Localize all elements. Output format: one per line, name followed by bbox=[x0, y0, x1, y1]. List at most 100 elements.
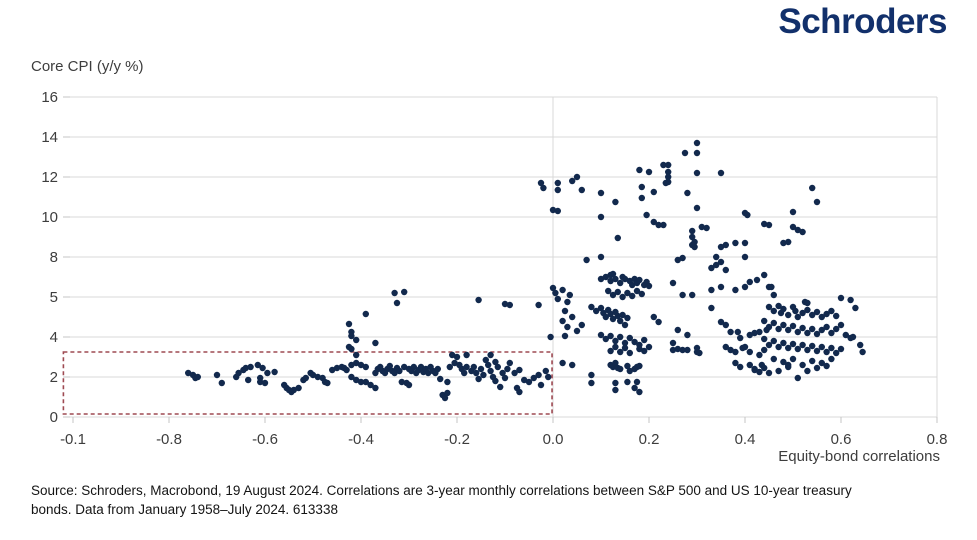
data-point bbox=[636, 388, 643, 396]
data-point bbox=[696, 349, 703, 357]
data-point bbox=[441, 394, 449, 402]
source-line-1: Source: Schroders, Macrobond, 19 August … bbox=[31, 483, 852, 498]
data-point bbox=[607, 332, 614, 340]
data-point bbox=[770, 307, 777, 315]
y-tick-label: 2 bbox=[50, 369, 58, 386]
data-point bbox=[655, 221, 662, 229]
data-point bbox=[619, 293, 626, 301]
data-point bbox=[573, 327, 581, 335]
data-point bbox=[343, 366, 350, 374]
data-point bbox=[629, 292, 636, 300]
data-point bbox=[609, 315, 617, 323]
data-point bbox=[602, 313, 609, 321]
data-point bbox=[727, 328, 734, 336]
data-point bbox=[372, 339, 379, 347]
data-point bbox=[684, 331, 691, 339]
data-point bbox=[473, 369, 480, 377]
data-point bbox=[324, 379, 331, 387]
data-point bbox=[636, 166, 643, 174]
data-point bbox=[348, 373, 355, 381]
data-point bbox=[444, 378, 451, 386]
data-point bbox=[621, 339, 629, 347]
data-point bbox=[761, 220, 768, 228]
scatter-plot: 0 2 4 5 8 10 12 14 16 -0.1 -0.8 -0.6 -0.4 -0.2 0.0 0.2 0… bbox=[41, 89, 947, 448]
data-point bbox=[761, 364, 768, 372]
data-point bbox=[597, 253, 605, 261]
data-point bbox=[804, 306, 811, 314]
data-point bbox=[761, 271, 768, 279]
data-point bbox=[799, 361, 806, 369]
data-point bbox=[722, 321, 729, 329]
data-point bbox=[353, 359, 360, 367]
data-point bbox=[665, 168, 672, 176]
data-point bbox=[713, 261, 720, 269]
schroders-logo: Schroders bbox=[778, 2, 947, 41]
data-point bbox=[602, 335, 609, 343]
data-point bbox=[770, 355, 777, 363]
data-point bbox=[437, 375, 444, 383]
data-point bbox=[775, 367, 782, 375]
data-point bbox=[833, 349, 840, 357]
data-point bbox=[818, 326, 825, 334]
data-point bbox=[578, 321, 585, 329]
data-point bbox=[732, 359, 739, 367]
data-point bbox=[405, 381, 413, 389]
data-point bbox=[775, 343, 782, 351]
data-point bbox=[242, 364, 249, 372]
data-point bbox=[765, 369, 773, 377]
data-point bbox=[554, 179, 561, 187]
data-point bbox=[857, 341, 864, 349]
data-point bbox=[516, 388, 523, 396]
data-point bbox=[741, 253, 749, 261]
data-point bbox=[751, 329, 758, 337]
data-point bbox=[261, 379, 269, 387]
data-point bbox=[353, 336, 360, 344]
data-point bbox=[605, 287, 612, 295]
x-tick-label: 0.4 bbox=[735, 431, 756, 448]
data-point bbox=[425, 369, 432, 377]
data-point bbox=[482, 356, 489, 364]
highlight-box bbox=[62, 351, 553, 415]
x-tick-label: -0.8 bbox=[156, 431, 182, 448]
data-point bbox=[617, 279, 624, 287]
data-point bbox=[624, 314, 631, 322]
x-tick-label: 0.6 bbox=[831, 431, 852, 448]
data-point bbox=[744, 211, 751, 219]
data-point bbox=[535, 301, 542, 309]
data-point bbox=[775, 325, 782, 333]
data-point bbox=[573, 173, 581, 181]
data-point bbox=[669, 339, 677, 347]
data-point bbox=[703, 224, 710, 232]
data-point bbox=[789, 208, 797, 216]
data-point bbox=[485, 361, 492, 369]
x-axis-title: Equity-bond correlations bbox=[778, 448, 940, 465]
x-tick-label: -0.4 bbox=[348, 431, 374, 448]
data-point bbox=[809, 342, 816, 350]
data-point bbox=[717, 318, 725, 326]
data-point bbox=[770, 319, 777, 327]
data-point bbox=[367, 381, 374, 389]
data-point bbox=[542, 367, 549, 375]
data-point bbox=[511, 369, 518, 377]
data-point bbox=[545, 373, 552, 381]
data-point bbox=[780, 358, 787, 366]
data-point bbox=[446, 363, 453, 371]
data-point bbox=[612, 386, 619, 394]
data-point bbox=[809, 357, 816, 365]
data-point bbox=[737, 334, 744, 342]
y-tick-label: 5 bbox=[50, 289, 58, 306]
data-point bbox=[309, 371, 317, 379]
data-point bbox=[540, 184, 547, 192]
data-point bbox=[650, 188, 657, 196]
data-point bbox=[674, 256, 681, 264]
data-point bbox=[665, 161, 672, 169]
data-point bbox=[847, 296, 854, 304]
data-point bbox=[753, 276, 761, 284]
data-point bbox=[264, 369, 271, 377]
data-point bbox=[741, 239, 749, 247]
data-point bbox=[295, 384, 302, 392]
data-point bbox=[362, 378, 369, 386]
source-note: Source: Schroders, Macrobond, 19 August … bbox=[31, 482, 966, 519]
data-point bbox=[765, 221, 773, 229]
data-point bbox=[785, 344, 792, 352]
